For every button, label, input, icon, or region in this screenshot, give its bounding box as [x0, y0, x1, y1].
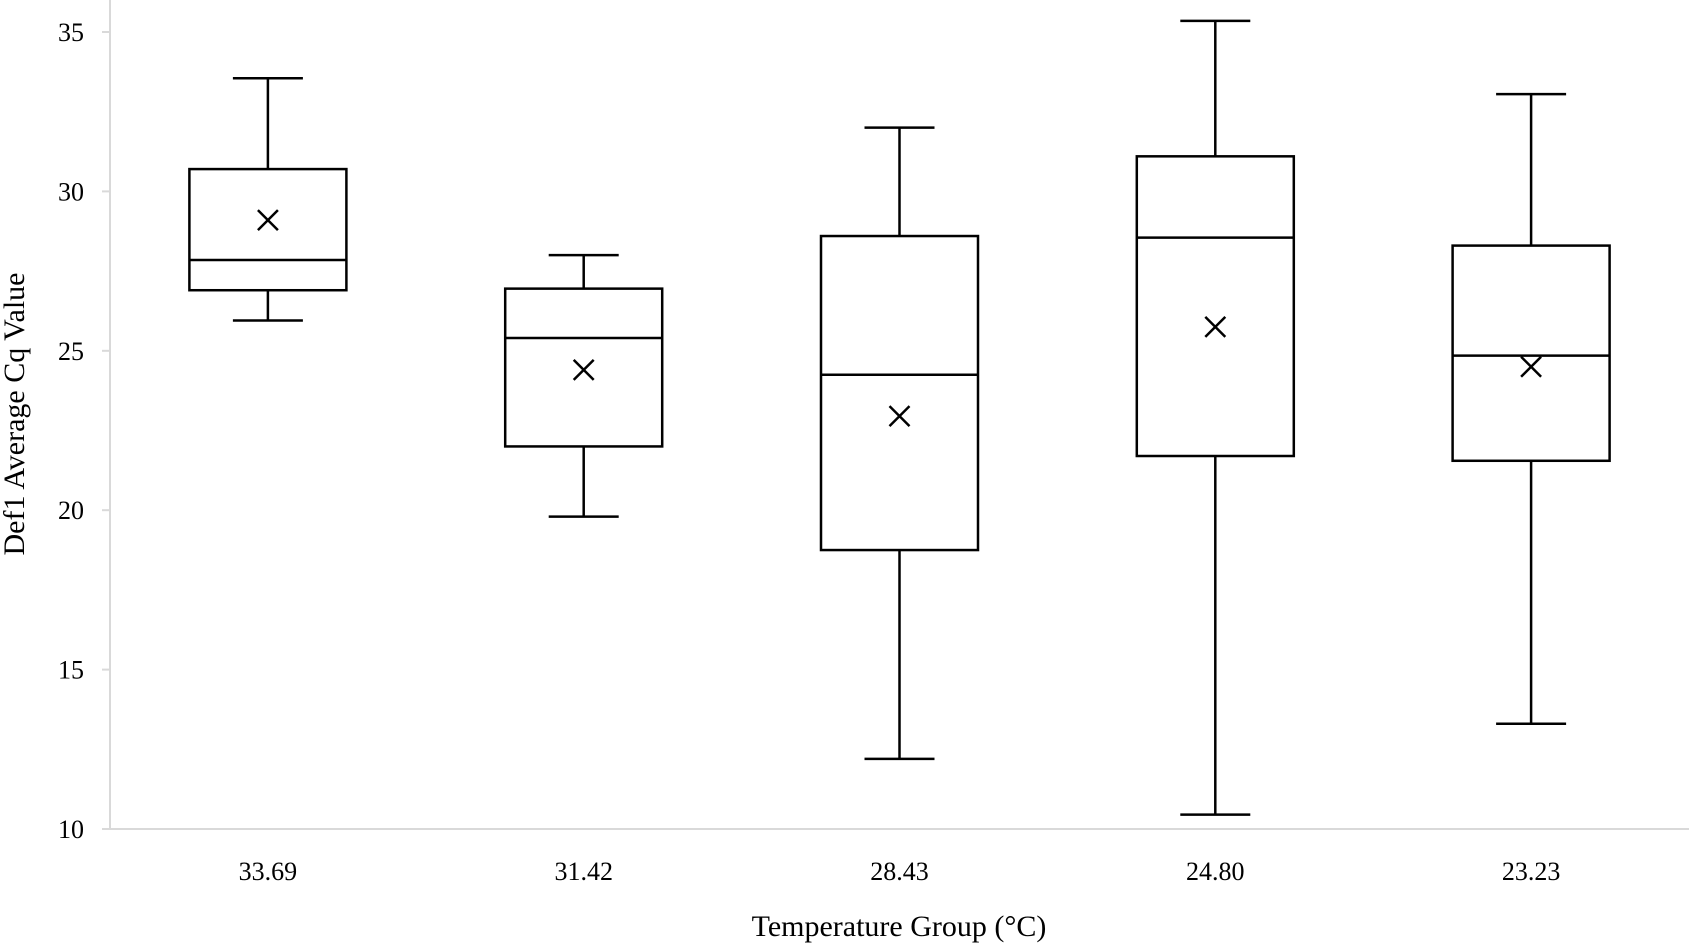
box-28.43 [819, 126, 980, 761]
mean-marker-stroke [1520, 355, 1542, 378]
mean-marker [257, 209, 279, 231]
x-tick-labels: 33.69 31.42 28.43 24.80 23.23 [239, 857, 1561, 886]
x-tick-label: 24.80 [1186, 857, 1245, 886]
mean-marker [1204, 316, 1227, 338]
iqr-box [1451, 244, 1611, 463]
x-tick-label: 28.43 [870, 857, 929, 886]
box-series [188, 19, 1611, 816]
y-tick-label: 15 [58, 656, 84, 685]
x-tick-label: 23.23 [1502, 857, 1561, 886]
mean-marker-stroke [1204, 316, 1227, 338]
mean-marker [888, 405, 911, 428]
x-axis-title: Temperature Group (°C) [752, 910, 1047, 943]
mean-marker-stroke [888, 405, 911, 428]
box-24.80 [1135, 19, 1296, 816]
box-23.23 [1451, 92, 1611, 726]
mean-marker-stroke [257, 209, 279, 231]
mean-marker [572, 359, 595, 381]
y-tick-label: 25 [58, 337, 84, 366]
y-tick-labels: 10 15 20 25 30 35 [58, 18, 110, 844]
iqr-box [1135, 155, 1296, 458]
mean-marker [1520, 355, 1542, 378]
y-tick-label: 20 [58, 496, 84, 525]
x-tick-label: 31.42 [554, 857, 613, 886]
iqr-box [819, 234, 980, 552]
y-tick-label: 35 [58, 18, 84, 47]
y-tick-label: 30 [58, 177, 84, 206]
y-axis-title: Def1 Average Cq Value [0, 273, 31, 556]
y-tick-label: 10 [58, 815, 84, 844]
box-33.69 [188, 76, 348, 322]
iqr-box [188, 167, 348, 292]
x-tick-label: 33.69 [239, 857, 298, 886]
iqr-box [503, 287, 664, 448]
mean-marker-stroke [572, 359, 595, 381]
box-31.42 [503, 253, 664, 518]
